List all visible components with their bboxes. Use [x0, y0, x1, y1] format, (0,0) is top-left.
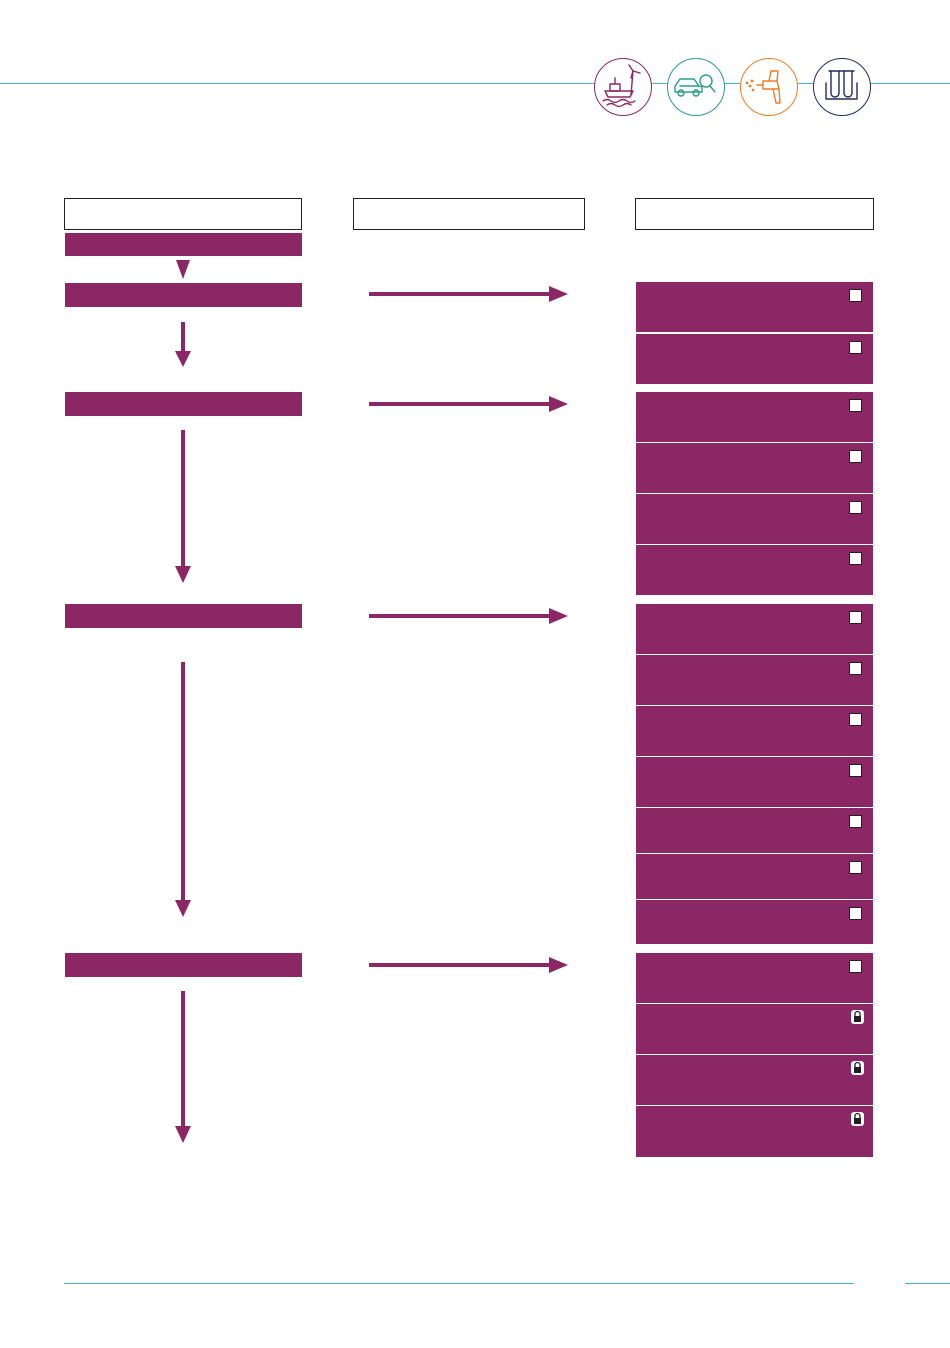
task-box — [636, 808, 873, 853]
checkbox-icon[interactable] — [849, 662, 862, 675]
lock-icon — [851, 1061, 864, 1075]
checkbox-icon[interactable] — [849, 450, 862, 463]
task-box — [636, 757, 873, 807]
task-box — [636, 494, 873, 544]
down-arrow-head — [175, 351, 191, 367]
stage-bar — [65, 392, 302, 416]
checkbox-icon[interactable] — [849, 815, 862, 828]
down-arrow-head — [175, 900, 191, 917]
column-header-stage — [64, 198, 302, 230]
spray-gun-icon — [740, 58, 798, 116]
bottom-rule — [64, 1283, 854, 1284]
car-search-icon — [667, 58, 725, 116]
checkbox-icon[interactable] — [849, 399, 862, 412]
task-box — [636, 1004, 873, 1054]
down-arrow-head — [175, 566, 191, 583]
task-box — [636, 953, 873, 1003]
top-rule — [0, 83, 950, 84]
offshore-wind-ship-icon — [594, 58, 652, 116]
task-box — [636, 1055, 873, 1105]
task-box — [636, 392, 873, 442]
stage-bar — [65, 233, 302, 256]
lock-icon — [851, 1010, 864, 1024]
right-arrow-head — [549, 286, 568, 302]
task-box — [636, 443, 873, 493]
task-box — [636, 706, 873, 756]
test-tubes-icon — [813, 58, 871, 116]
right-arrow-head — [549, 957, 568, 973]
down-arrow — [176, 260, 190, 279]
task-box — [636, 604, 873, 654]
task-box — [636, 655, 873, 705]
column-header-action — [353, 198, 585, 230]
task-box — [636, 854, 873, 899]
task-box — [636, 282, 873, 332]
lock-icon — [851, 1112, 864, 1126]
column-header-tasks — [635, 198, 874, 230]
checkbox-icon[interactable] — [849, 341, 862, 354]
bottom-rule-right — [905, 1283, 950, 1284]
checkbox-icon[interactable] — [849, 861, 862, 874]
task-box — [636, 545, 873, 595]
checkbox-icon[interactable] — [849, 289, 862, 302]
checkbox-icon[interactable] — [849, 764, 862, 777]
stage-bar — [65, 604, 302, 628]
checkbox-icon[interactable] — [849, 960, 862, 973]
right-arrow-head — [549, 396, 568, 412]
checkbox-icon[interactable] — [849, 907, 862, 920]
stage-bar — [65, 283, 302, 307]
checkbox-icon[interactable] — [849, 611, 862, 624]
checkbox-icon[interactable] — [849, 552, 862, 565]
task-box — [636, 1106, 873, 1157]
stage-bar — [65, 953, 302, 977]
down-arrow-head — [175, 1126, 191, 1143]
right-arrow-head — [549, 608, 568, 624]
checkbox-icon[interactable] — [849, 501, 862, 514]
task-box — [636, 334, 873, 384]
task-box — [636, 900, 873, 944]
checkbox-icon[interactable] — [849, 713, 862, 726]
